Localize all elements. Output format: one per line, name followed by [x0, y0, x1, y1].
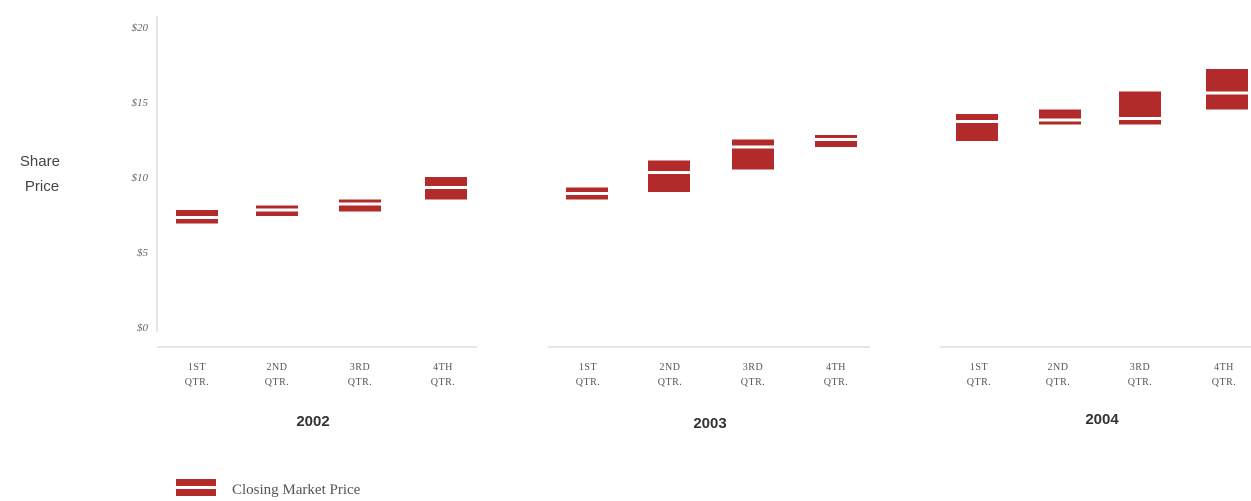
legend-label: Closing Market Price	[232, 482, 361, 498]
bars	[176, 69, 1248, 224]
closing-price-line	[1119, 117, 1161, 120]
closing-price-line	[425, 186, 467, 189]
price-range-bar	[648, 160, 690, 192]
year-label-2002: 2002	[296, 413, 329, 430]
closing-price-line	[339, 202, 381, 206]
price-range-bar	[1206, 69, 1248, 110]
y-tick-label: $5	[137, 247, 149, 259]
y-tick-label: $10	[132, 172, 149, 184]
y-axis-label-line-2: Price	[25, 178, 59, 195]
closing-price-line	[732, 145, 774, 149]
quarter-label: 3RD QTR.	[348, 362, 373, 388]
y-axis-label: Share Price	[20, 153, 64, 195]
quarter-label: 2ND QTR.	[1046, 362, 1071, 388]
closing-price-line	[176, 216, 218, 219]
quarter-label: 4TH QTR.	[431, 362, 456, 388]
year-label-2004: 2004	[1085, 411, 1119, 428]
closing-price-line	[648, 171, 690, 174]
y-tick-label: $20	[132, 22, 149, 34]
closing-price-line	[815, 138, 857, 141]
y-tick-label: $0	[137, 322, 149, 334]
quarter-label: 4TH QTR.	[824, 362, 849, 388]
quarter-label: 2ND QTR.	[265, 362, 290, 388]
closing-price-line	[566, 192, 608, 195]
quarter-label: 2ND QTR.	[658, 362, 683, 388]
quarter-label: 3RD QTR.	[741, 362, 766, 388]
price-range-bar	[956, 114, 998, 141]
closing-price-line	[956, 120, 998, 123]
closing-price-line	[1206, 91, 1248, 95]
quarter-labels: 1ST QTR. 2ND QTR. 3RD QTR. 4TH QTR. 1ST QTR. …	[185, 362, 1237, 388]
quarter-label: 4TH QTR.	[1212, 362, 1237, 388]
quarter-label: 1ST QTR.	[576, 362, 601, 388]
legend-swatch-close-line	[176, 486, 216, 489]
year-label-2003: 2003	[693, 415, 726, 432]
y-axis-label-line-1: Share	[20, 153, 60, 170]
quarter-label: 1ST QTR.	[967, 362, 992, 388]
legend: Closing Market Price	[176, 479, 361, 498]
y-ticks: $20 $15 $10 $5 $0	[132, 22, 149, 334]
price-range-bar	[1039, 109, 1081, 125]
closing-price-line	[1039, 118, 1081, 122]
closing-price-line	[256, 208, 298, 212]
price-range-bar	[732, 139, 774, 170]
y-tick-label: $15	[132, 97, 149, 109]
quarter-label: 3RD QTR.	[1128, 362, 1153, 388]
quarter-label: 1ST QTR.	[185, 362, 210, 388]
